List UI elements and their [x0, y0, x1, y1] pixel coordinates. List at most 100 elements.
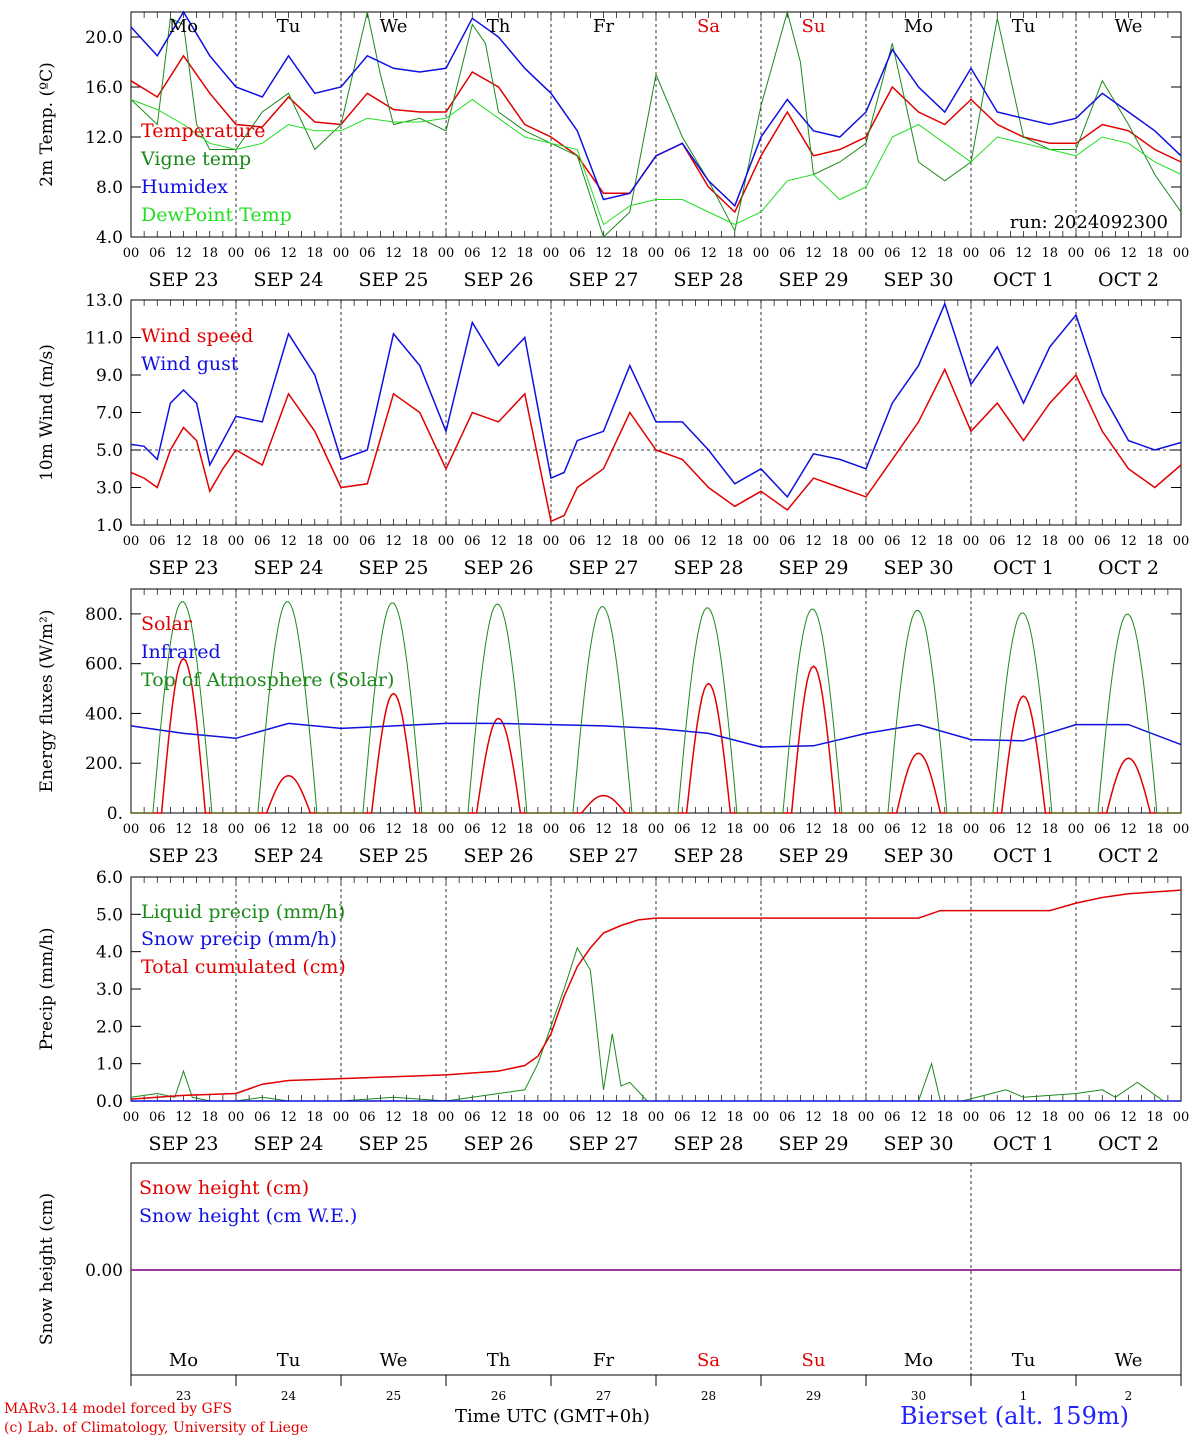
day-number: 25: [386, 1389, 401, 1403]
panel-3: [130, 588, 1182, 814]
day-name: We: [1115, 1350, 1143, 1371]
hour-tick-label: 18: [411, 822, 428, 837]
day-number: 1: [1020, 1389, 1028, 1403]
hour-tick-label: 06: [569, 246, 586, 261]
hour-tick-label: 18: [831, 534, 848, 549]
day-number: 23: [176, 1389, 191, 1403]
day-name: Su: [802, 16, 826, 37]
date-label: SEP 28: [674, 557, 744, 579]
hour-tick-label: 12: [175, 246, 192, 261]
date-label: SEP 27: [569, 269, 639, 291]
day-name: Sa: [697, 1350, 720, 1371]
series-line-lightgreen: [130, 98, 1182, 226]
hour-tick-label: 18: [411, 534, 428, 549]
y-tick-label: 200.: [85, 754, 123, 774]
legend-entry: Solar: [141, 613, 193, 635]
y-tick-label: 16.0: [85, 78, 123, 98]
day-name: Mo: [904, 16, 933, 37]
hour-tick-label: 12: [385, 1110, 402, 1125]
date-label: SEP 30: [884, 845, 954, 867]
hour-tick-label: 06: [149, 822, 166, 837]
date-label: OCT 1: [993, 557, 1054, 579]
y-tick-label: 800.: [85, 605, 123, 625]
date-label: SEP 25: [359, 845, 429, 867]
hour-tick-label: 00: [228, 534, 245, 549]
legend-entry: Vigne temp: [140, 148, 251, 170]
hour-tick-label: 00: [438, 534, 455, 549]
hour-tick-label: 18: [516, 246, 533, 261]
day-name: Th: [487, 16, 511, 37]
hour-tick-label: 06: [254, 246, 271, 261]
hour-tick-label: 06: [1094, 534, 1111, 549]
day-number: 28: [701, 1389, 716, 1403]
hour-tick-label: 06: [359, 246, 376, 261]
hour-tick-label: 18: [831, 822, 848, 837]
hour-tick-label: 18: [1146, 534, 1163, 549]
hour-tick-label: 12: [910, 1110, 927, 1125]
date-label: OCT 2: [1098, 557, 1159, 579]
hour-tick-label: 00: [963, 822, 980, 837]
hour-tick-label: 12: [280, 246, 297, 261]
y-tick-label: 4.0: [96, 943, 123, 963]
hour-tick-label: 00: [753, 246, 770, 261]
hour-tick-label: 12: [805, 1110, 822, 1125]
day-number: 30: [911, 1389, 926, 1403]
date-label: SEP 23: [149, 1133, 219, 1155]
hour-tick-label: 00: [228, 246, 245, 261]
date-label: SEP 25: [359, 269, 429, 291]
hour-tick-label: 00: [543, 1110, 560, 1125]
y-tick-label: 13.0: [85, 291, 123, 311]
day-name: Tu: [277, 16, 301, 37]
date-label: SEP 28: [674, 845, 744, 867]
hour-tick-label: 00: [1173, 822, 1190, 837]
hour-tick-label: 18: [726, 534, 743, 549]
day-name: Mo: [904, 1350, 933, 1371]
panel-5: [130, 1162, 1182, 1386]
hour-tick-label: 18: [726, 246, 743, 261]
hour-tick-label: 12: [175, 822, 192, 837]
hour-tick-label: 06: [884, 246, 901, 261]
day-number: 24: [281, 1389, 297, 1403]
hour-tick-label: 00: [333, 822, 350, 837]
legend-entry: Snow height (cm): [139, 1177, 309, 1199]
day-name: Su: [802, 1350, 826, 1371]
date-label: SEP 30: [884, 557, 954, 579]
hour-tick-label: 00: [228, 822, 245, 837]
hour-tick-label: 18: [1041, 822, 1058, 837]
hour-tick-label: 06: [1094, 246, 1111, 261]
hour-tick-label: 00: [648, 534, 665, 549]
y-tick-label: 1.0: [96, 516, 123, 536]
hour-tick-label: 00: [858, 534, 875, 549]
hour-tick-label: 06: [674, 822, 691, 837]
hour-tick-label: 12: [595, 1110, 612, 1125]
hour-tick-label: 12: [595, 534, 612, 549]
date-label: OCT 2: [1098, 269, 1159, 291]
panel-1: [130, 10, 1182, 238]
hour-tick-label: 18: [1146, 1110, 1163, 1125]
y-tick-label: 8.0: [96, 178, 123, 198]
day-name: We: [1115, 16, 1143, 37]
hour-tick-label: 18: [411, 246, 428, 261]
hour-tick-label: 12: [385, 246, 402, 261]
legend-entry: Humidex: [141, 176, 228, 198]
hour-tick-label: 12: [910, 534, 927, 549]
day-name: Mo: [169, 16, 198, 37]
series-line-green: [131, 601, 1181, 814]
date-label: SEP 24: [254, 269, 324, 291]
hour-tick-label: 00: [1068, 1110, 1085, 1125]
hour-tick-label: 18: [201, 822, 218, 837]
day-name: Mo: [169, 1350, 198, 1371]
hour-tick-label: 12: [1120, 246, 1137, 261]
hour-tick-label: 00: [753, 822, 770, 837]
hour-tick-label: 06: [674, 534, 691, 549]
y-axis-title: Precip (mm/h): [37, 927, 57, 1050]
day-name: Sa: [697, 16, 720, 37]
hour-tick-label: 06: [254, 1110, 271, 1125]
y-tick-label: 3.0: [96, 980, 123, 1000]
hour-tick-label: 12: [700, 1110, 717, 1125]
hour-tick-label: 18: [306, 246, 323, 261]
hour-tick-label: 00: [963, 534, 980, 549]
date-label: SEP 25: [359, 1133, 429, 1155]
hour-tick-label: 00: [123, 246, 140, 261]
hour-tick-label: 00: [858, 246, 875, 261]
